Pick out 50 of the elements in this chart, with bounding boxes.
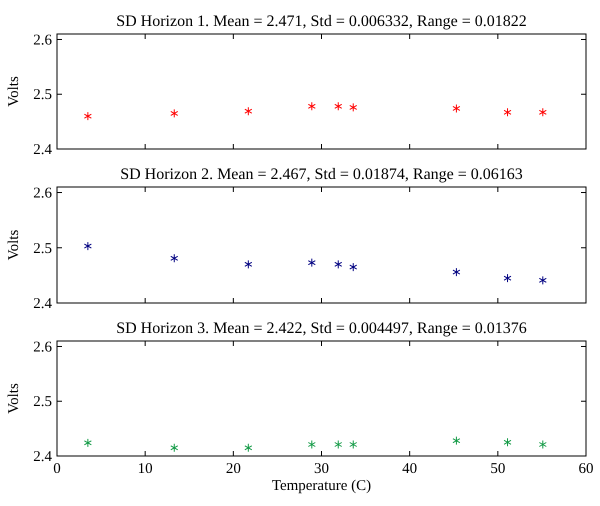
point <box>504 438 512 447</box>
y-axis-title: Volts <box>6 230 22 260</box>
y-tick-label: 2.5 <box>33 394 52 410</box>
point <box>244 106 252 116</box>
point <box>308 440 316 449</box>
y-tick-label: 2.6 <box>33 186 52 202</box>
x-tick-label: 0 <box>53 461 61 477</box>
point <box>504 108 512 117</box>
chart-title: SD Horizon 3. Mean = 2.422, Std = 0.004497, Range = 0.01376 <box>116 320 527 337</box>
point <box>170 254 178 263</box>
x-tick-label: 40 <box>402 461 418 477</box>
y-axis-title: Volts <box>6 383 22 414</box>
point <box>538 440 547 449</box>
point <box>452 436 460 446</box>
point <box>308 258 316 268</box>
x-tick-label: 30 <box>314 461 329 477</box>
x-axis-title: Temperature (C) <box>272 478 372 494</box>
y-tick-label: 2.4 <box>33 296 52 312</box>
point <box>538 276 547 285</box>
point <box>349 262 358 272</box>
x-tick-label: 20 <box>226 461 241 477</box>
y-tick-label: 2.5 <box>33 240 52 257</box>
point <box>452 104 460 113</box>
point <box>334 102 342 111</box>
point <box>170 108 178 118</box>
y-tick-label: 2.4 <box>33 142 52 158</box>
chart-title: SD Horizon 1. Mean = 2.471, Std = 0.006332, Range = 0.01822 <box>116 13 527 30</box>
point <box>84 242 92 251</box>
y-tick-label: 2.6 <box>33 339 52 356</box>
y-tick-label: 2.4 <box>33 449 52 465</box>
x-tick-label: 50 <box>490 461 506 477</box>
point <box>349 440 358 449</box>
point <box>538 108 547 117</box>
point <box>308 102 316 111</box>
point <box>84 112 92 121</box>
x-tick-label: 10 <box>138 461 153 477</box>
x-tick-label: 60 <box>578 461 594 477</box>
y-tick-label: 2.5 <box>33 87 52 104</box>
y-tick-label: 2.6 <box>33 32 52 48</box>
point <box>334 440 342 449</box>
point <box>504 274 512 283</box>
point <box>349 102 358 112</box>
point <box>452 268 460 277</box>
y-axis-title: Volts <box>6 76 22 107</box>
point <box>244 443 252 452</box>
point <box>244 260 252 269</box>
point <box>84 438 92 448</box>
point <box>334 260 342 269</box>
point <box>170 443 178 452</box>
chart-title: SD Horizon 2. Mean = 2.467, Std = 0.01874, Range = 0.06163 <box>120 166 523 183</box>
